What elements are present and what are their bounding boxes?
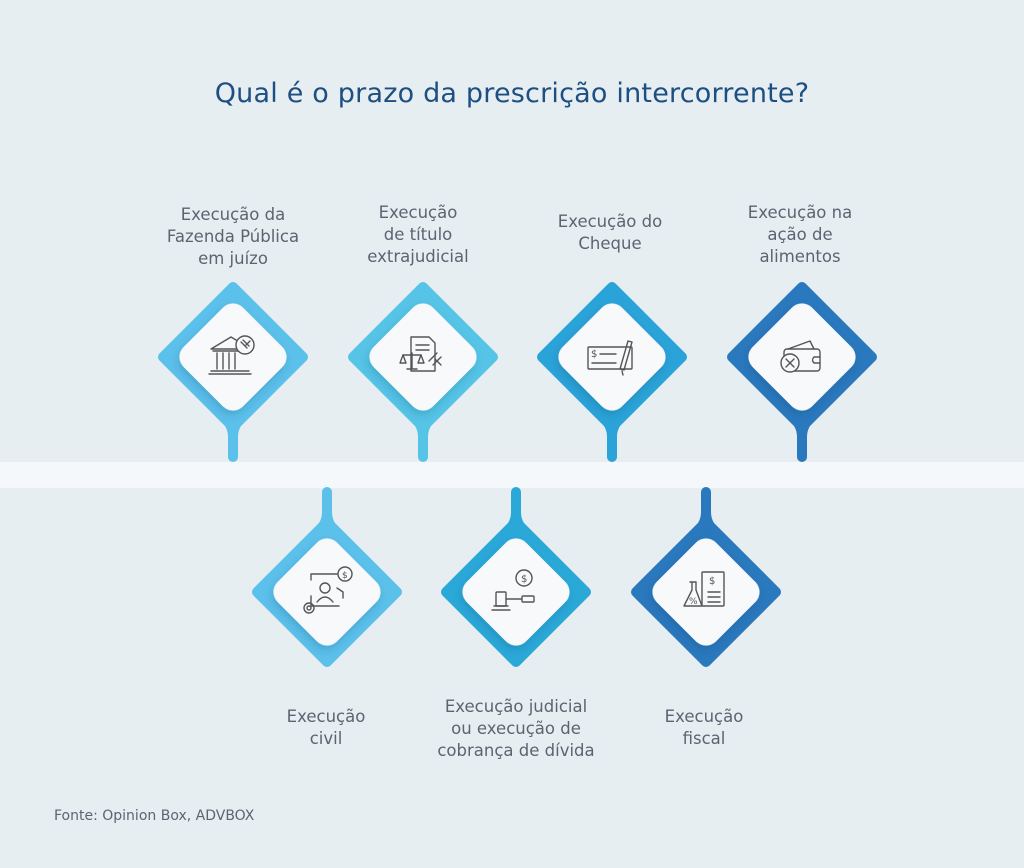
tax-document-flask-icon: $ % [683, 571, 725, 607]
person-money-gear-icon: $ [303, 566, 353, 614]
gavel-money-icon: $ [491, 569, 535, 611]
cheque-pen-icon: $ [587, 340, 633, 376]
top-item-1 [158, 282, 308, 462]
top-item-3-label: Execução do Cheque [557, 212, 663, 253]
svg-text:%: % [689, 597, 698, 607]
bottom-item-1: $ [252, 487, 402, 667]
svg-text:$: $ [342, 571, 348, 581]
bottom-item-1-label: Execução civil [286, 707, 366, 748]
top-item-1-label: Execução da Fazenda Pública em juízo [166, 205, 300, 268]
top-item-3: $ [537, 282, 687, 462]
government-building-gavel-icon [208, 335, 255, 375]
bottom-item-2-label: Execução judicial ou execução de cobranç… [437, 697, 595, 760]
top-item-4 [727, 282, 877, 462]
top-item-4-label: Execução na ação de alimentos [747, 203, 853, 266]
svg-text:$: $ [521, 574, 527, 585]
svg-text:$: $ [709, 576, 715, 587]
wallet-cancel-icon [780, 340, 821, 373]
bottom-item-3: $ % [631, 487, 781, 667]
top-item-2-label: Execução de título extrajudicial [367, 203, 469, 266]
source-note: Fonte: Opinion Box, ADVBOX [54, 808, 255, 824]
page-title: Qual é o prazo da prescrição intercorren… [214, 78, 810, 109]
bottom-item-2: $ [441, 487, 591, 667]
bottom-item-3-label: Execução fiscal [664, 707, 744, 748]
svg-text:$: $ [591, 349, 597, 360]
timeline-bar [0, 462, 1024, 488]
top-item-2 [348, 282, 498, 462]
document-scales-gavel-icon [399, 336, 442, 372]
